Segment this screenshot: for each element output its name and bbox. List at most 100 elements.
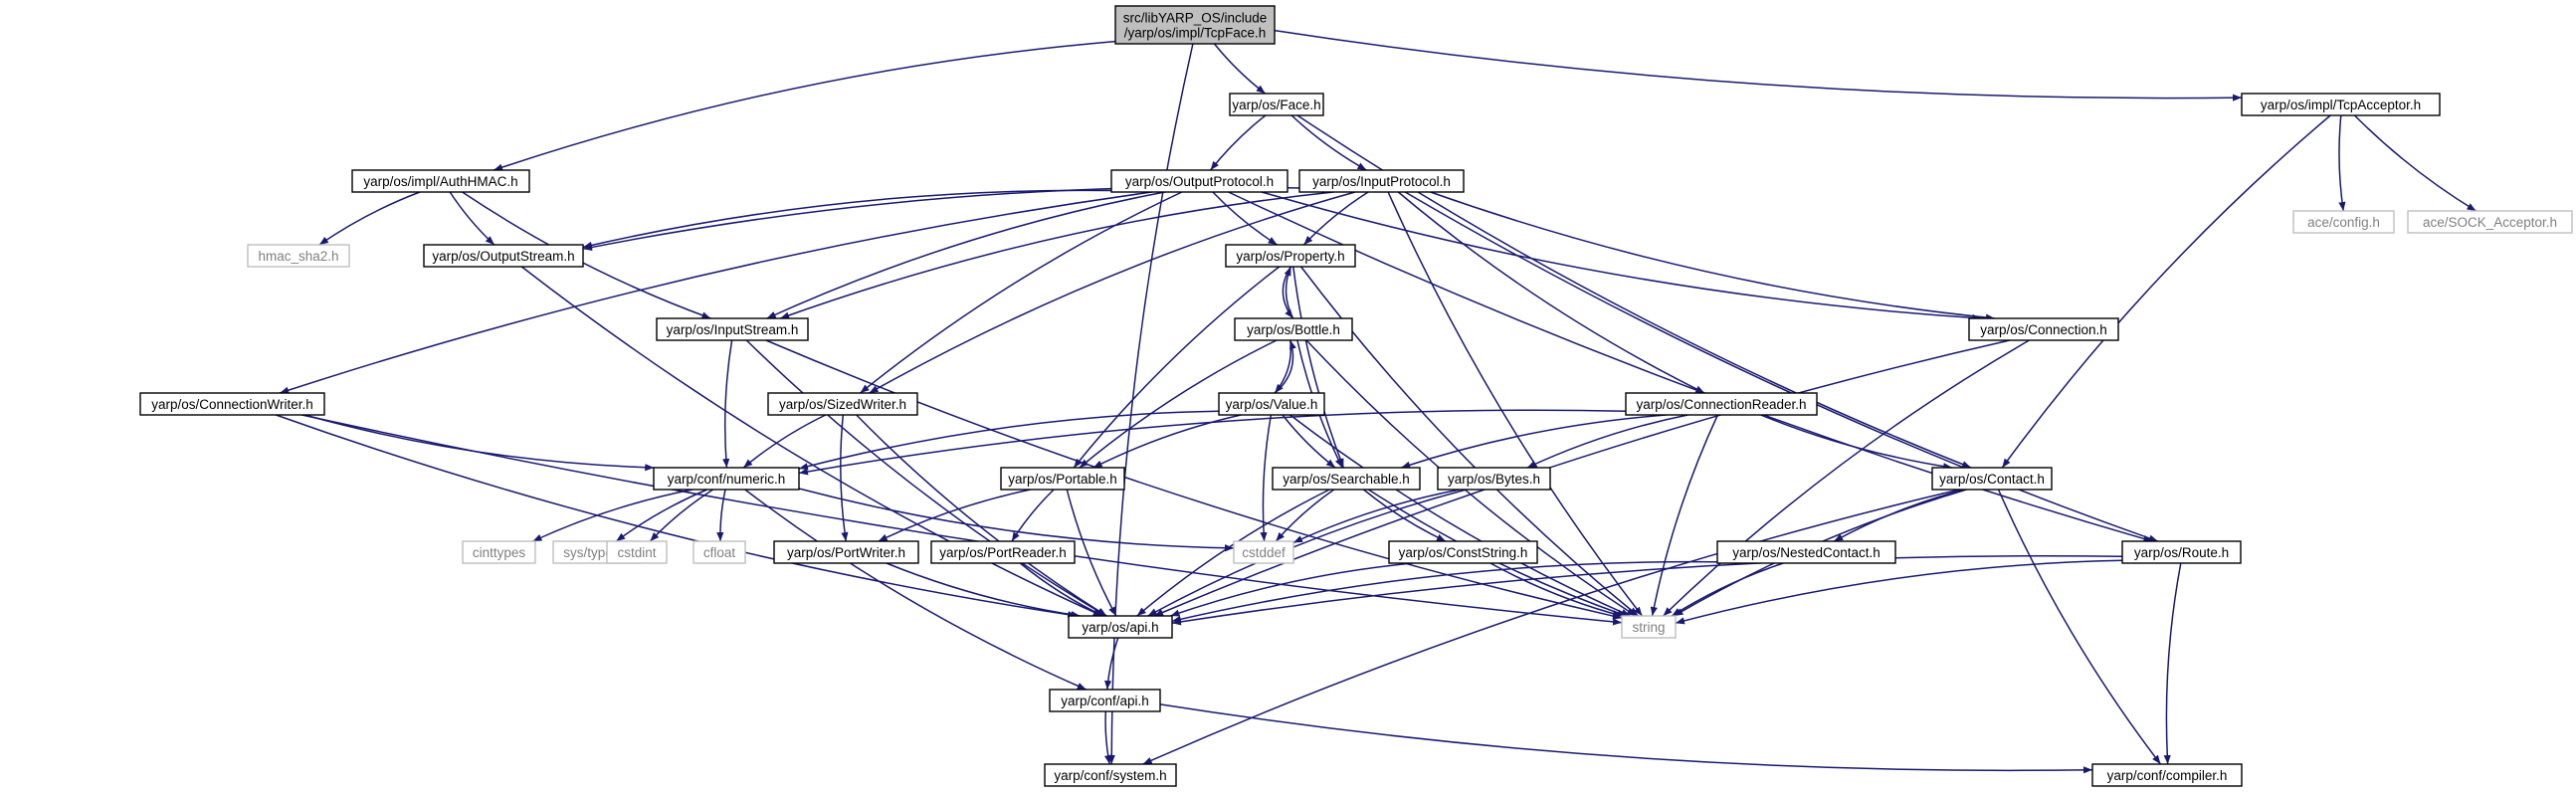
node-box: [1272, 467, 1421, 491]
node-box: [930, 540, 1076, 564]
node-osapi[interactable]: yarp/os/api.h: [1068, 615, 1173, 639]
node-label: ace/config.h: [2307, 215, 2380, 230]
edge-osapi-to-confapi: [1103, 637, 1119, 691]
edge-numeric-to-confapi: [744, 489, 1087, 691]
node-label: yarp/conf/system.h: [1054, 768, 1166, 783]
edge-property-to-portable: [1073, 266, 1281, 469]
node-connreader[interactable]: yarp/os/ConnectionReader.h: [1625, 392, 1818, 416]
node-nestedcontact[interactable]: yarp/os/NestedContact.h: [1716, 540, 1896, 564]
node-label: yarp/os/api.h: [1082, 620, 1158, 635]
node-portwriter[interactable]: yarp/os/PortWriter.h: [773, 540, 919, 564]
edge-searchable-to-cstddef: [1275, 489, 1335, 542]
edge-outputprotocol-to-inputstream: [766, 191, 1165, 319]
node-searchable[interactable]: yarp/os/Searchable.h: [1272, 467, 1421, 491]
node-box: [1218, 392, 1325, 416]
edge-numeric-to-cinttypes: [532, 489, 694, 542]
node-system[interactable]: yarp/conf/system.h: [1044, 763, 1177, 787]
node-label: yarp/os/impl/TcpAcceptor.h: [2261, 98, 2421, 112]
edge-inputprotocol-to-sizedwriter: [869, 191, 1356, 394]
node-tcpacceptor[interactable]: yarp/os/impl/TcpAcceptor.h: [2241, 93, 2441, 116]
edge-value-to-bottle: [1274, 339, 1296, 394]
node-root[interactable]: src/libYARP_OS/include/yarp/os/impl/TcpF…: [1114, 5, 1276, 45]
node-label: yarp/os/OutputStream.h: [432, 249, 574, 264]
node-label: yarp/os/Property.h: [1236, 249, 1344, 264]
node-bottle[interactable]: yarp/os/Bottle.h: [1234, 317, 1353, 341]
edge-portable-to-portwriter: [878, 489, 1031, 542]
edge-connreader-to-numeric: [798, 409, 1627, 476]
edge-tcpacceptor-to-aceconfig: [2338, 114, 2346, 212]
edge-route-to-compiler: [2163, 562, 2182, 765]
node-inputstream[interactable]: yarp/os/InputStream.h: [656, 317, 809, 341]
edge-value-to-cstddef: [1260, 414, 1273, 542]
node-box: [1110, 169, 1288, 193]
node-conststring[interactable]: yarp/os/ConstString.h: [1388, 540, 1538, 564]
edge-connection-to-osapi: [1153, 339, 2011, 617]
node-connection[interactable]: yarp/os/Connection.h: [1968, 317, 2119, 341]
node-label: cinttypes: [473, 545, 526, 560]
node-confapi[interactable]: yarp/conf/api.h: [1049, 689, 1161, 712]
node-box: [656, 317, 809, 341]
node-box: [1229, 93, 1324, 116]
edge-portable-to-osapi: [1066, 489, 1117, 617]
node-box: [1068, 615, 1173, 639]
node-inputprotocol[interactable]: yarp/os/InputProtocol.h: [1298, 169, 1465, 193]
edge-confapi-to-system: [1103, 710, 1112, 765]
edge-face-to-outputprotocol: [1210, 114, 1267, 171]
node-label: yarp/os/ConstString.h: [1399, 545, 1528, 560]
edge-value-to-portable: [1092, 414, 1242, 469]
edge-route-to-osapi: [1171, 554, 2123, 626]
node-sizedwriter[interactable]: yarp/os/SizedWriter.h: [767, 392, 918, 416]
edge-bytes-to-cstddef: [1292, 489, 1461, 544]
edge-inputstream-to-osapi: [745, 339, 1107, 617]
node-label: yarp/os/Searchable.h: [1283, 472, 1410, 487]
node-outputstream[interactable]: yarp/os/OutputStream.h: [423, 244, 584, 268]
node-label: yarp/os/Bytes.h: [1448, 472, 1540, 487]
node-bytes[interactable]: yarp/os/Bytes.h: [1437, 467, 1551, 491]
nodes-layer: src/libYARP_OS/include/yarp/os/impl/TcpF…: [139, 5, 2573, 787]
node-box: [462, 540, 536, 564]
node-label: cstddef: [1242, 545, 1286, 560]
node-label: yarp/conf/compiler.h: [2107, 768, 2228, 783]
node-outputprotocol[interactable]: yarp/os/OutputProtocol.h: [1110, 169, 1288, 193]
edge-inputstream-to-string: [765, 339, 1623, 620]
node-connwriter[interactable]: yarp/os/ConnectionWriter.h: [139, 392, 325, 416]
edge-connreader-to-contact: [1760, 414, 1953, 471]
node-box: [1225, 244, 1356, 268]
node-portable[interactable]: yarp/os/Portable.h: [1000, 467, 1125, 491]
edge-searchable-to-conststring: [1363, 489, 1447, 542]
node-compiler[interactable]: yarp/conf/compiler.h: [2091, 763, 2243, 787]
node-string: string: [1621, 615, 1677, 639]
node-face[interactable]: yarp/os/Face.h: [1229, 93, 1324, 116]
node-box: [653, 467, 800, 491]
edge-bottle-to-portable: [1079, 339, 1278, 469]
edge-connwriter-to-string: [301, 414, 1623, 626]
node-value[interactable]: yarp/os/Value.h: [1218, 392, 1325, 416]
edge-authhmac-to-outputstream: [449, 191, 495, 246]
node-route[interactable]: yarp/os/Route.h: [2121, 540, 2242, 564]
node-portreader[interactable]: yarp/os/PortReader.h: [930, 540, 1076, 564]
node-box: [1114, 5, 1276, 45]
node-box: [1716, 540, 1896, 564]
node-authhmac[interactable]: yarp/os/impl/AuthHMAC.h: [351, 169, 530, 193]
node-label: yarp/os/Face.h: [1232, 98, 1320, 112]
node-numeric[interactable]: yarp/conf/numeric.h: [653, 467, 800, 491]
node-box: [1049, 689, 1161, 712]
node-label: cstdint: [617, 545, 656, 560]
node-label: yarp/os/SizedWriter.h: [779, 397, 906, 412]
edge-inputprotocol-to-property: [1302, 191, 1369, 246]
edge-value-to-searchable: [1282, 414, 1336, 469]
node-hmac: hmac_sha2.h: [247, 244, 350, 268]
node-contact[interactable]: yarp/os/Contact.h: [1931, 467, 2053, 491]
node-label: yarp/os/Contact.h: [1939, 472, 2045, 487]
node-label: yarp/conf/numeric.h: [668, 472, 786, 487]
node-box: [247, 244, 350, 268]
edge-contact-to-system: [1142, 489, 1960, 765]
node-box: [773, 540, 919, 564]
node-box: [2121, 540, 2242, 564]
node-property[interactable]: yarp/os/Property.h: [1225, 244, 1356, 268]
node-box: [351, 169, 530, 193]
edge-portreader-to-osapi: [1019, 562, 1104, 617]
edge-bytes-to-osapi: [1147, 489, 1467, 617]
node-box: [139, 392, 325, 416]
